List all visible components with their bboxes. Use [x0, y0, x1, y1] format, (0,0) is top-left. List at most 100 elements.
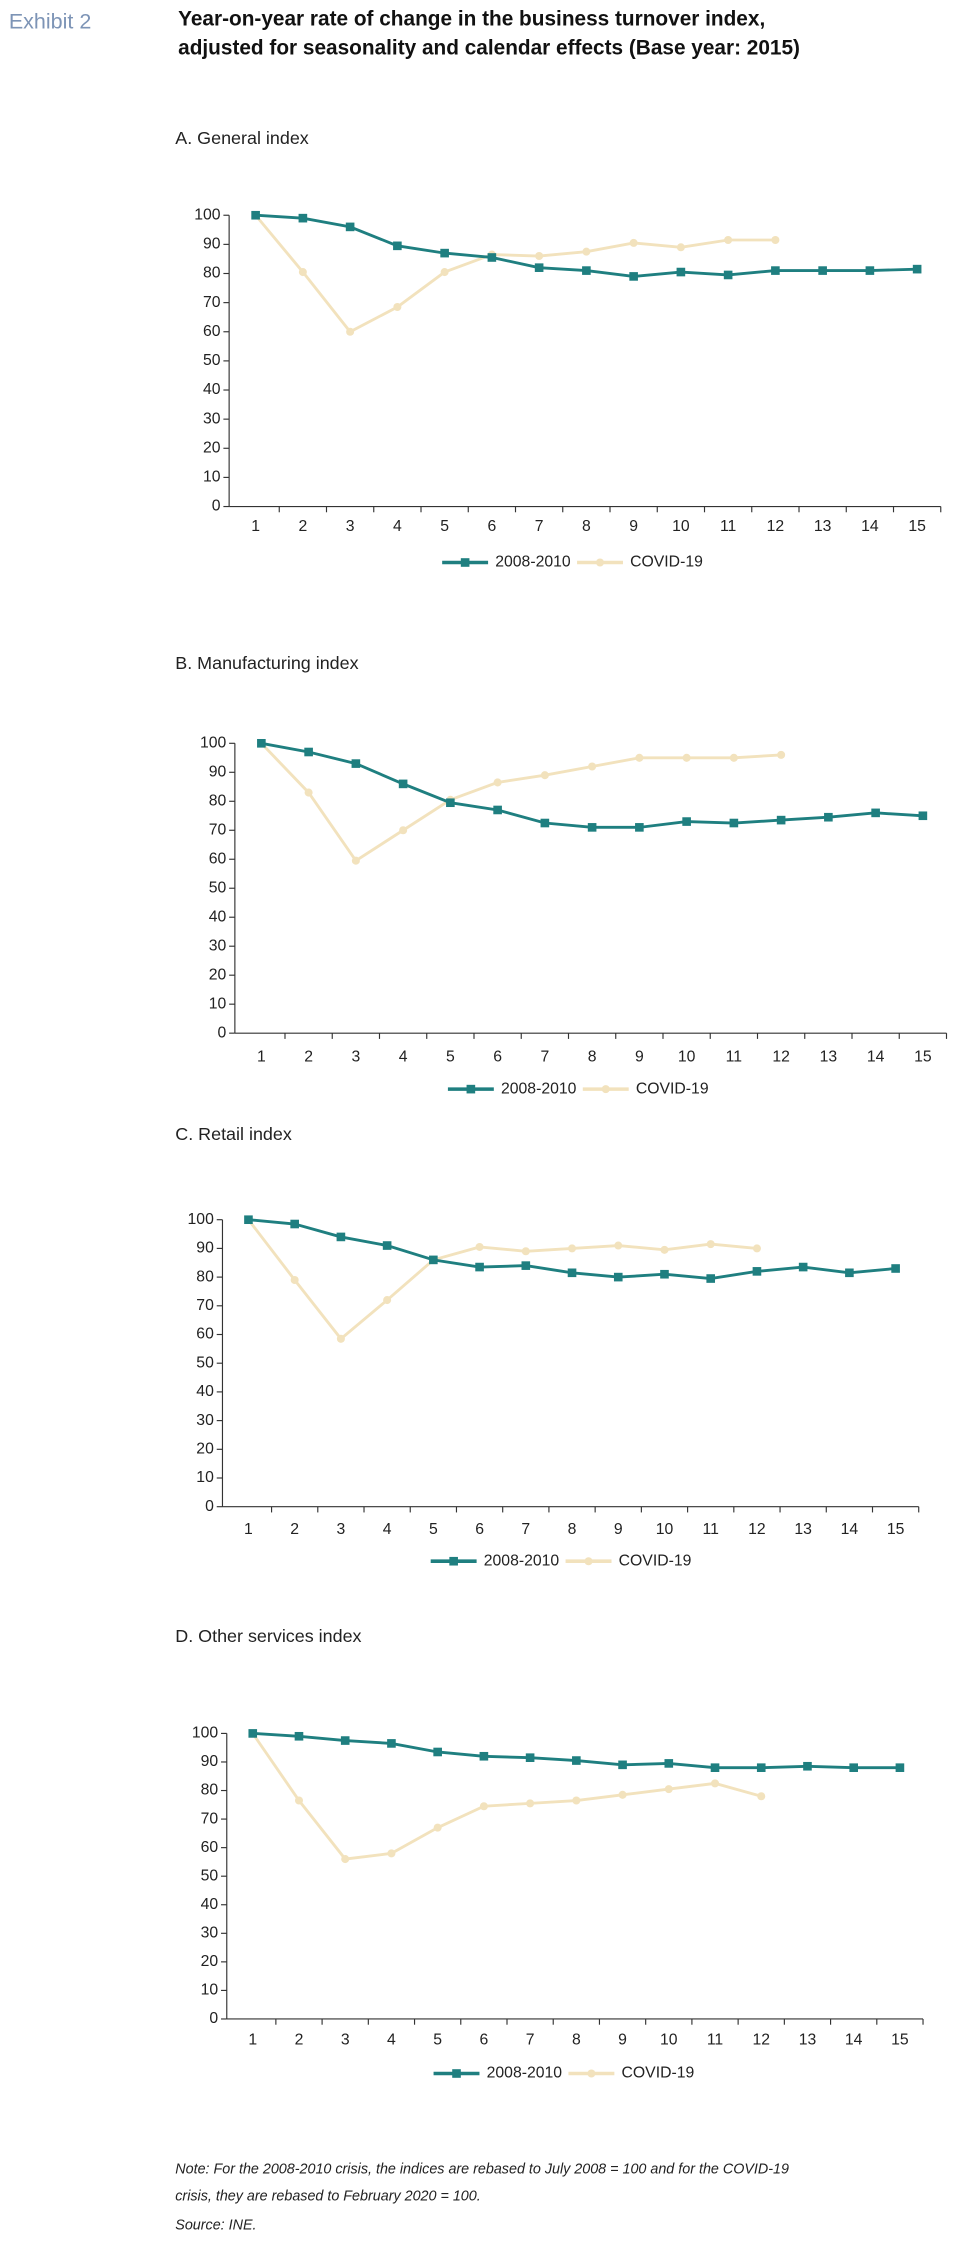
y-tick-label: 90 — [196, 1240, 214, 1257]
y-tick-label: 90 — [209, 763, 227, 780]
y-tick-label: 70 — [201, 1810, 219, 1827]
y-tick-label: 10 — [201, 1982, 219, 1999]
data-point — [614, 1241, 623, 1250]
y-tick-label: 20 — [209, 966, 227, 983]
data-point — [540, 818, 550, 828]
legend-label: COVID-19 — [619, 1552, 692, 1569]
data-point — [682, 817, 691, 826]
data-point — [257, 738, 266, 748]
data-point — [493, 805, 502, 815]
data-point — [572, 1796, 581, 1805]
legend-label: COVID-19 — [630, 554, 703, 571]
data-point — [290, 1219, 299, 1229]
x-tick-label: 11 — [703, 1521, 719, 1538]
data-point — [567, 1268, 577, 1278]
x-tick-label: 4 — [383, 1521, 392, 1538]
data-point — [629, 238, 638, 247]
x-tick-label: 3 — [346, 518, 355, 535]
data-point — [294, 1796, 303, 1805]
data-point — [429, 1255, 438, 1265]
data-point — [304, 747, 313, 757]
legend-marker — [595, 558, 605, 567]
x-tick-label: 4 — [393, 518, 402, 535]
y-tick-label: 30 — [196, 1412, 214, 1429]
x-tick-label: 2 — [304, 1049, 313, 1066]
data-point — [706, 1274, 716, 1283]
data-point — [345, 222, 355, 232]
data-point — [629, 272, 638, 281]
x-tick-label: 1 — [251, 518, 260, 535]
x-tick-label: 6 — [479, 2032, 488, 2049]
x-tick-label: 9 — [614, 1521, 623, 1538]
data-point — [487, 253, 497, 262]
y-tick-label: 30 — [209, 937, 227, 954]
data-point — [706, 1240, 715, 1249]
data-point — [475, 1262, 484, 1272]
data-point — [710, 1763, 720, 1772]
x-tick-label: 11 — [707, 2032, 723, 2049]
data-point — [298, 213, 308, 223]
data-point — [479, 1802, 488, 1811]
data-point — [729, 753, 738, 762]
data-point — [336, 1232, 346, 1242]
data-point — [572, 1756, 581, 1765]
x-tick-label: 2 — [295, 2032, 304, 2049]
x-tick-label: 10 — [656, 1521, 674, 1538]
x-tick-label: 10 — [672, 518, 690, 535]
data-point — [336, 1334, 345, 1343]
chart-subtitle: A. General index — [175, 128, 309, 148]
data-point — [582, 266, 591, 275]
data-point — [540, 771, 549, 780]
data-point — [613, 1272, 623, 1282]
data-point — [676, 243, 685, 252]
legend-label: 2008-2010 — [487, 2065, 563, 2082]
y-tick-label: 30 — [203, 410, 221, 427]
x-tick-label: 13 — [820, 1049, 838, 1066]
series-line — [247, 1218, 758, 1341]
data-point — [433, 1747, 442, 1757]
x-tick-label: 12 — [772, 1049, 790, 1066]
data-point — [588, 762, 597, 771]
x-tick-label: 6 — [475, 1521, 484, 1538]
y-tick-label: 0 — [209, 2010, 218, 2027]
x-tick-label: 3 — [351, 1049, 360, 1066]
data-point — [479, 1751, 489, 1761]
y-tick-label: 60 — [196, 1326, 214, 1343]
y-tick-label: 30 — [201, 1924, 219, 1941]
note: Note: For the 2008-2010 crisis, the indi… — [175, 2161, 789, 2177]
series-line — [254, 214, 776, 334]
data-point — [756, 1763, 766, 1772]
x-tick-label: 8 — [588, 1049, 597, 1066]
y-tick-label: 100 — [200, 734, 227, 751]
data-point — [871, 808, 880, 818]
data-point — [251, 210, 260, 220]
data-point — [440, 268, 449, 277]
x-tick-label: 5 — [429, 1521, 438, 1538]
data-point — [351, 759, 361, 768]
legend-label: COVID-19 — [636, 1080, 709, 1097]
data-point — [341, 1855, 350, 1864]
y-tick-label: 100 — [192, 1725, 219, 1742]
data-point — [382, 1241, 392, 1250]
data-point — [346, 327, 355, 336]
x-tick-label: 7 — [526, 2032, 535, 2049]
chart-subtitle: D. Other services index — [175, 1626, 361, 1646]
x-tick-label: 3 — [341, 2032, 350, 2049]
x-tick-label: 15 — [914, 1049, 932, 1066]
data-point — [387, 1739, 396, 1748]
chart-subtitle: C. Retail index — [175, 1124, 292, 1144]
x-tick-label: 1 — [244, 1521, 253, 1538]
data-point — [752, 1244, 761, 1253]
data-point — [912, 264, 922, 274]
data-point — [635, 753, 644, 762]
data-point — [664, 1785, 673, 1794]
legend-marker — [466, 1084, 476, 1094]
note: crisis, they are rebased to February 202… — [175, 2189, 480, 2205]
x-tick-label: 11 — [720, 518, 736, 535]
legend-marker — [584, 1557, 593, 1566]
title: Year-on-year rate of change in the busin… — [178, 8, 765, 31]
data-point — [535, 252, 544, 261]
data-point — [534, 263, 544, 272]
x-tick-label: 15 — [891, 2032, 909, 2049]
